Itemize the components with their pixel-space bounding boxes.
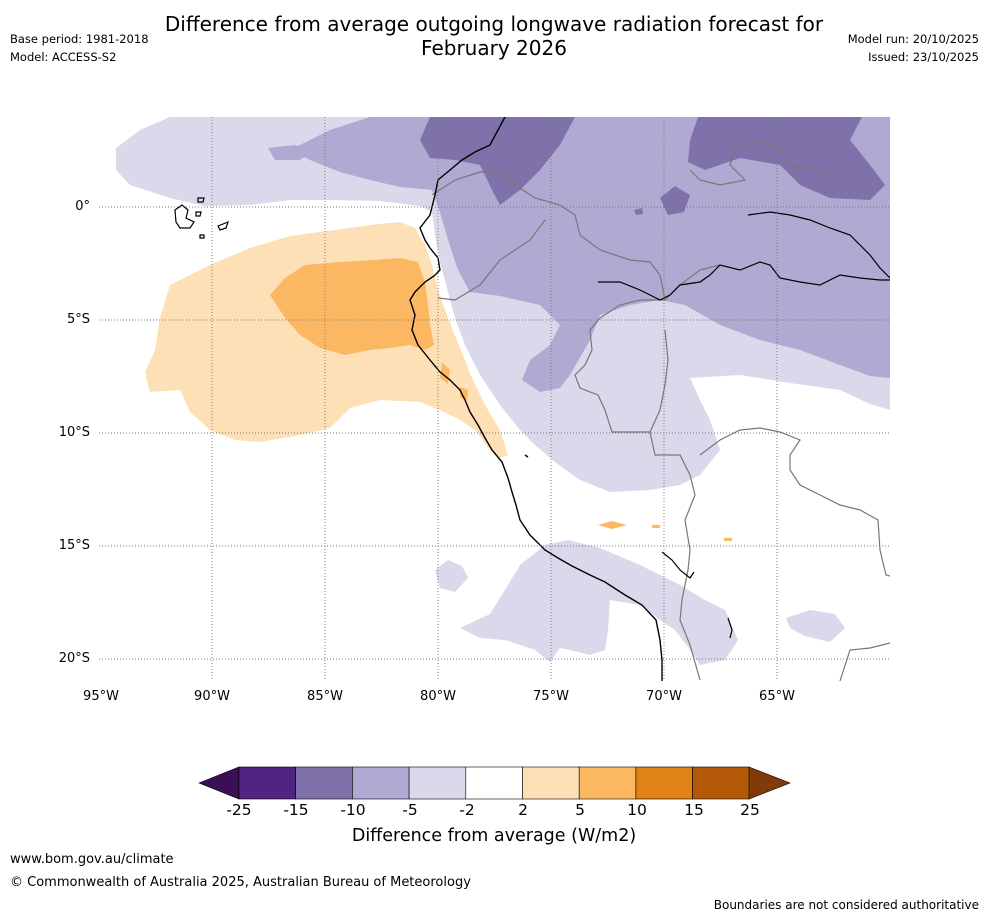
colorbar [198, 766, 791, 800]
title-line-2: February 2026 [421, 36, 567, 60]
colorbar-bin [692, 766, 750, 800]
meta-right: Model run: 20/10/2025 Issued: 23/10/2025 [848, 30, 979, 66]
cb-tick-label: -5 [402, 801, 418, 819]
colorbar-under-arrow [198, 766, 240, 800]
base-period-text: Base period: 1981-2018 [10, 32, 149, 46]
cb-tick-label: -10 [340, 801, 366, 819]
country-borders [431, 139, 890, 681]
anomaly-orange-patch-3 [598, 521, 627, 529]
lon-label-70w: 70°W [646, 689, 682, 704]
cb-tick-label: 2 [518, 801, 528, 819]
lon-label-75w: 75°W [533, 689, 569, 704]
map-title: Difference from average outgoing longwav… [0, 12, 988, 60]
lat-label-0: 0° [75, 199, 90, 214]
lon-label-90w: 90°W [194, 689, 230, 704]
cb-tick-label: 5 [575, 801, 585, 819]
anomaly-dark-lavender-dot [634, 208, 643, 215]
lon-label-65w: 65°W [759, 689, 795, 704]
anomaly-orange-patch-4 [652, 525, 660, 528]
anomaly-dark-lavender-west [420, 117, 575, 205]
cb-tick-label: -15 [283, 801, 309, 819]
footer-url: www.bom.gov.au/climate [10, 852, 174, 867]
meta-left: Base period: 1981-2018 Model: ACCESS-S2 [10, 30, 149, 66]
colorbar-title: Difference from average (W/m2) [351, 826, 637, 846]
anomaly-lavender [290, 117, 890, 392]
colorbar-bin [578, 766, 637, 800]
lon-label-80w: 80°W [420, 689, 456, 704]
gridlines [99, 117, 890, 681]
anomaly-dark-lavender-east [688, 117, 885, 200]
model-text: Model: ACCESS-S2 [10, 50, 117, 64]
colorbar-bin [352, 766, 410, 800]
coastline [409, 117, 663, 681]
colorbar-bin [408, 766, 467, 800]
anomaly-orange [270, 258, 434, 355]
title-line-1: Difference from average outgoing longwav… [164, 12, 824, 36]
anomaly-orange-patch-2 [460, 387, 468, 400]
colorbar-bin [465, 766, 523, 800]
cb-tick-label: 15 [684, 801, 704, 819]
cb-tick-label: 10 [627, 801, 647, 819]
model-run-text: Model run: 20/10/2025 [847, 32, 979, 46]
footer-note: Boundaries are not considered authoritat… [713, 898, 979, 912]
colorbar-bin [522, 766, 580, 800]
anomaly-orange-patch-5 [724, 538, 732, 541]
cb-tick-label: 25 [740, 801, 760, 819]
rivers-and-lakes [598, 211, 890, 639]
cb-tick-label: -2 [459, 801, 475, 819]
lon-label-85w: 85°W [307, 689, 343, 704]
anomaly-dark-lavender-spot [660, 186, 690, 215]
anomaly-lavender-patch [268, 145, 315, 160]
lat-label-10s: 10°S [58, 425, 90, 440]
anomaly-light-lavender-south-3 [786, 610, 845, 642]
map-area [99, 117, 890, 681]
lat-label-20s: 20°S [58, 651, 90, 666]
colorbar-bin [238, 766, 297, 800]
anomaly-light-lavender-south-1 [435, 560, 468, 592]
colorbar-over-arrow [748, 766, 791, 800]
cb-tick-label: -25 [226, 801, 252, 819]
footer-copyright: © Commonwealth of Australia 2025, Austra… [10, 875, 471, 890]
colorbar-bin [295, 766, 353, 800]
anomaly-light-lavender-south-2 [460, 540, 738, 665]
colorbar-bin [635, 766, 693, 800]
lat-label-5s: 5°S [66, 312, 90, 327]
issued-text: Issued: 23/10/2025 [868, 50, 979, 64]
lon-label-95w: 95°W [83, 689, 119, 704]
lat-label-15s: 15°S [58, 538, 90, 553]
colorbar-bins [238, 766, 750, 800]
